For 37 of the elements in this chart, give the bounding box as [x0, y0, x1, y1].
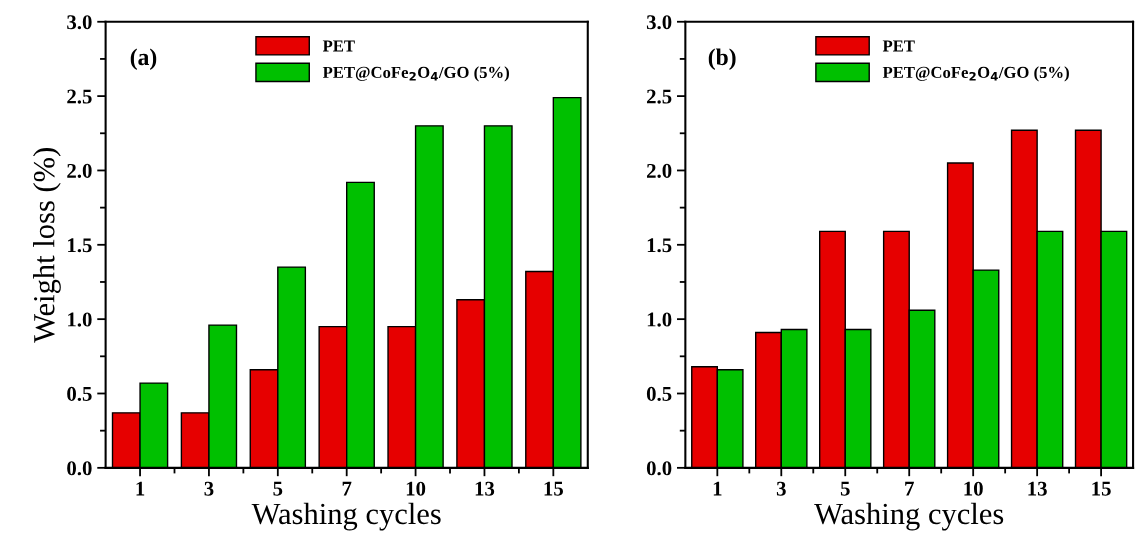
x-tick-label: 13	[1028, 481, 1047, 496]
legend-label: PET	[882, 40, 915, 52]
x-tick-label: 5	[273, 481, 283, 496]
x-tick-label: 3	[776, 481, 786, 496]
x-tick-label: 7	[342, 481, 352, 496]
x-tick-label: 3	[204, 481, 214, 496]
y-tick-label: 1.0	[68, 312, 92, 327]
x-axis-title: Washing cycles	[814, 502, 1004, 531]
x-tick-label: 1	[136, 481, 145, 496]
y-tick-label: 0.0	[646, 461, 672, 476]
annotation: (a)	[130, 48, 157, 70]
annotation: (b)	[708, 48, 736, 70]
y-tick-label: 1.5	[68, 238, 92, 253]
y-tick-label: 0.5	[646, 386, 672, 402]
y-tick-label: 3.0	[646, 15, 672, 30]
y-tick-label: 3.0	[67, 15, 92, 30]
x-tick-label: 7	[905, 481, 914, 496]
y-tick-label: 1.0	[647, 312, 672, 327]
legend-label: PET@CoFe$_{2}$O$_{4}$/GO (5%)	[322, 66, 509, 82]
y-tick-label: 1.5	[647, 238, 672, 253]
legend-label: PET	[322, 40, 355, 52]
x-tick-label: 1	[713, 481, 722, 496]
x-tick-label: 10	[964, 481, 983, 496]
y-axis-title: Weight loss (%)	[33, 148, 61, 343]
y-tick-label: 0.0	[67, 461, 92, 476]
x-axis-title: Washing cycles	[251, 502, 441, 531]
x-tick-label: 15	[544, 481, 563, 496]
x-tick-label: 10	[406, 481, 426, 496]
x-tick-label: 15	[1092, 481, 1111, 496]
y-tick-label: 2.0	[647, 163, 672, 178]
legend-label: PET@CoFe$_{2}$O$_{4}$/GO (5%)	[882, 66, 1069, 82]
y-tick-label: 2.5	[647, 89, 672, 104]
y-tick-label: 2.5	[67, 89, 92, 104]
y-tick-label: 2.0	[67, 163, 92, 178]
x-tick-label: 5	[840, 481, 850, 496]
x-tick-label: 13	[475, 481, 495, 496]
y-tick-label: 0.5	[67, 386, 92, 402]
